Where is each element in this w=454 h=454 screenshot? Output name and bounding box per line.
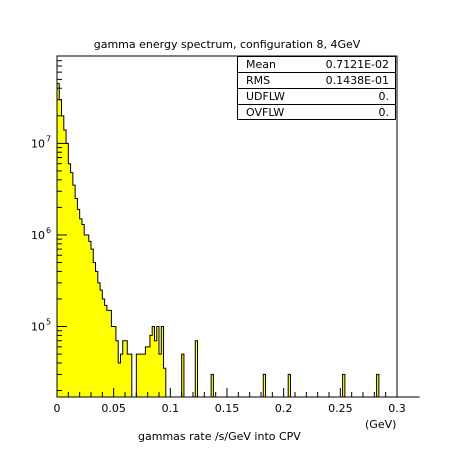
histogram-bar	[113, 326, 117, 397]
histogram-bar	[211, 374, 214, 397]
chart-title: gamma energy spectrum, configuration 8, …	[93, 38, 361, 51]
histogram-bar	[75, 198, 78, 397]
histogram-bar	[154, 340, 158, 397]
histogram-bar	[63, 130, 67, 397]
histogram-bar	[79, 218, 83, 397]
histogram-bar	[88, 241, 92, 397]
stats-value: 0.7121E-02	[325, 58, 389, 71]
stats-label: OVFLW	[246, 106, 285, 119]
x-tick-label: 0.05	[101, 402, 126, 415]
stats-box: Mean 0.7121E-02 RMS 0.1438E-01 UDFLW 0. …	[237, 56, 396, 120]
y-tick-exponent: 7	[46, 134, 51, 143]
histogram-bar	[102, 298, 105, 397]
x-tick-label: 0.2	[275, 402, 293, 415]
histogram-bar	[93, 262, 96, 397]
histogram-bar	[81, 224, 85, 397]
histogram-bar	[138, 354, 142, 397]
histogram-bar	[59, 99, 62, 397]
stats-row-mean: Mean 0.7121E-02	[238, 57, 395, 73]
stats-value: 0.1438E-01	[325, 74, 389, 87]
histogram-bar	[115, 340, 119, 397]
histogram-bar	[111, 326, 114, 397]
histogram-bar	[68, 163, 71, 397]
stats-row-ovflw: OVFLW 0.	[238, 105, 395, 121]
histogram-bar	[95, 271, 99, 397]
histogram-bar	[149, 335, 153, 397]
histogram-bar	[91, 249, 94, 397]
histogram-bar	[84, 234, 87, 397]
histogram-bar	[125, 340, 128, 397]
histogram-bar	[145, 346, 148, 397]
histogram-bar	[61, 115, 65, 398]
x-tick-label: 0.15	[215, 402, 240, 415]
y-tick-label: 10	[31, 321, 45, 334]
histogram-bar	[86, 234, 90, 397]
histogram-bar	[147, 346, 151, 397]
histogram-bar	[66, 143, 69, 397]
histogram-bar	[97, 282, 101, 397]
histogram-bar	[376, 374, 380, 397]
histogram-bar	[106, 310, 110, 397]
histogram-bar	[140, 354, 144, 397]
stats-label: Mean	[246, 58, 276, 71]
y-tick-label: 10	[31, 137, 45, 150]
x-axis-unit: (GeV)	[365, 418, 397, 431]
histogram-bar	[127, 354, 130, 397]
histogram-bar	[159, 354, 162, 397]
histogram-bar	[195, 340, 198, 397]
stats-label: UDFLW	[246, 90, 285, 103]
histogram-bar	[288, 374, 291, 397]
histogram-bar	[109, 310, 112, 397]
histogram-bar	[57, 83, 60, 397]
y-tick-label: 10	[31, 229, 45, 242]
stats-value: 0.	[378, 90, 390, 103]
histogram-bar	[70, 172, 74, 397]
x-axis-label: gammas rate /s/GeV into CPV	[138, 430, 301, 443]
y-tick-exponent: 6	[46, 226, 51, 235]
histogram-bar	[152, 326, 155, 397]
stats-row-udflw: UDFLW 0.	[238, 89, 395, 105]
histogram-bar	[263, 374, 266, 397]
histogram-bar	[161, 326, 164, 397]
histogram-bar	[143, 354, 146, 397]
histogram-bar	[122, 340, 126, 397]
x-tick-label: 0	[54, 402, 61, 415]
stats-value: 0.	[378, 106, 390, 119]
histogram-bar	[120, 354, 124, 397]
stats-row-rms: RMS 0.1438E-01	[238, 73, 395, 89]
histogram-bar	[342, 374, 346, 397]
histogram-bar	[136, 354, 139, 397]
histogram-bar	[163, 368, 167, 397]
histogram-bar	[72, 185, 76, 397]
stats-label: RMS	[246, 74, 271, 87]
histogram-bar	[129, 354, 133, 397]
y-tick-exponent: 5	[46, 318, 51, 327]
histogram-bar	[77, 209, 80, 397]
x-tick-label: 0.3	[388, 402, 406, 415]
histogram-bar	[118, 362, 121, 397]
histogram-bar	[100, 290, 103, 397]
histogram-bar	[156, 326, 160, 397]
x-tick-label: 0.25	[328, 402, 353, 415]
histogram-bar	[181, 354, 185, 397]
x-tick-label: 0.1	[162, 402, 180, 415]
histogram-bar	[104, 305, 108, 397]
